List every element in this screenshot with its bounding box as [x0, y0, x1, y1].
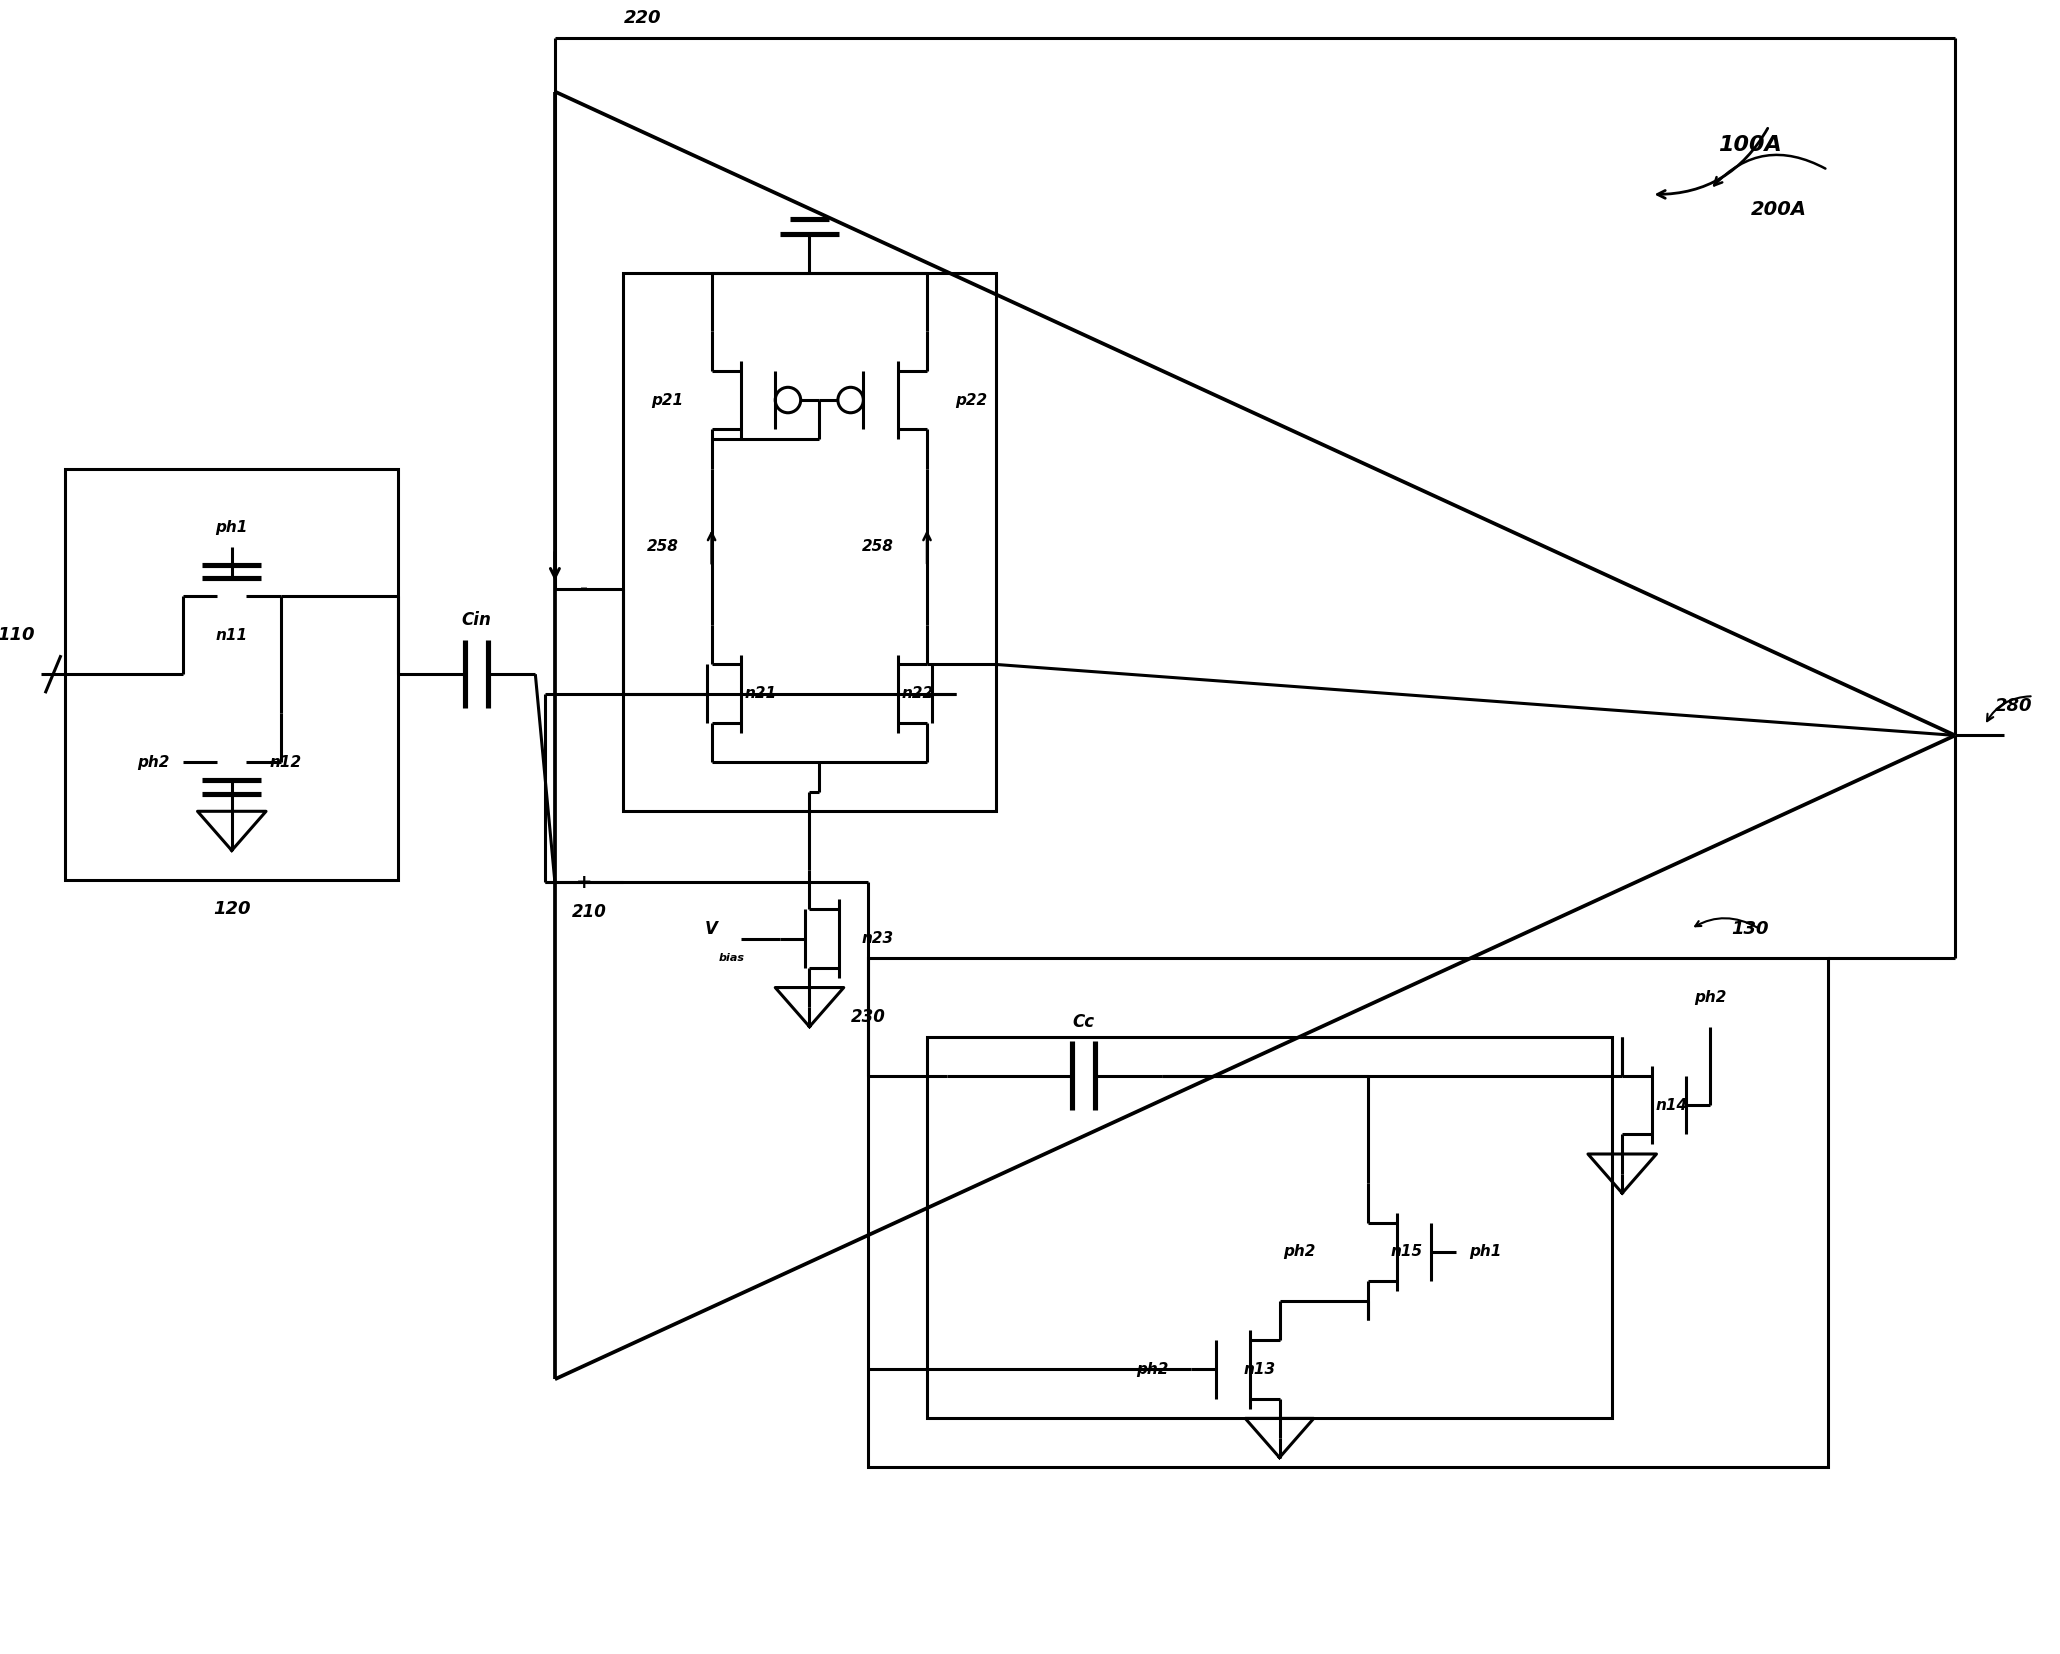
Text: ph1: ph1	[1469, 1244, 1502, 1259]
Text: ph2: ph2	[138, 754, 169, 769]
Text: p21: p21	[651, 392, 684, 407]
Text: Cin: Cin	[461, 612, 492, 630]
Text: 110: 110	[0, 625, 35, 643]
Bar	[867, 958, 1827, 1467]
Text: ph1: ph1	[216, 519, 247, 534]
Text: n22: n22	[900, 686, 933, 701]
Text: n12: n12	[270, 754, 301, 769]
Text: 220: 220	[624, 10, 661, 26]
Bar	[66, 468, 398, 880]
Text: 120: 120	[212, 900, 251, 918]
Text: 210: 210	[573, 903, 606, 921]
Text: n23: n23	[861, 931, 894, 946]
Text: n13: n13	[1244, 1361, 1275, 1376]
Text: ph2: ph2	[1283, 1244, 1314, 1259]
Text: +: +	[577, 873, 593, 892]
Text: n14: n14	[1654, 1098, 1687, 1113]
Text: 130: 130	[1730, 920, 1767, 938]
Text: bias: bias	[719, 953, 744, 963]
Text: n11: n11	[216, 627, 247, 642]
Text: 230: 230	[851, 1007, 886, 1025]
Text: ph2: ph2	[1693, 989, 1726, 1006]
Text: n15: n15	[1390, 1244, 1423, 1259]
Text: 280: 280	[1996, 696, 2033, 715]
Text: 258: 258	[861, 539, 894, 554]
Text: -: -	[581, 579, 589, 599]
Text: p22: p22	[956, 392, 987, 407]
Text: n21: n21	[744, 686, 777, 701]
Text: Cc: Cc	[1073, 1012, 1094, 1030]
Text: V: V	[705, 920, 719, 938]
Bar	[927, 1037, 1613, 1419]
Text: 100A: 100A	[1718, 136, 1782, 155]
Text: 200A: 200A	[1751, 200, 1807, 218]
Text: ph2: ph2	[1135, 1361, 1168, 1376]
Text: 258: 258	[647, 539, 678, 554]
Bar	[624, 273, 995, 812]
